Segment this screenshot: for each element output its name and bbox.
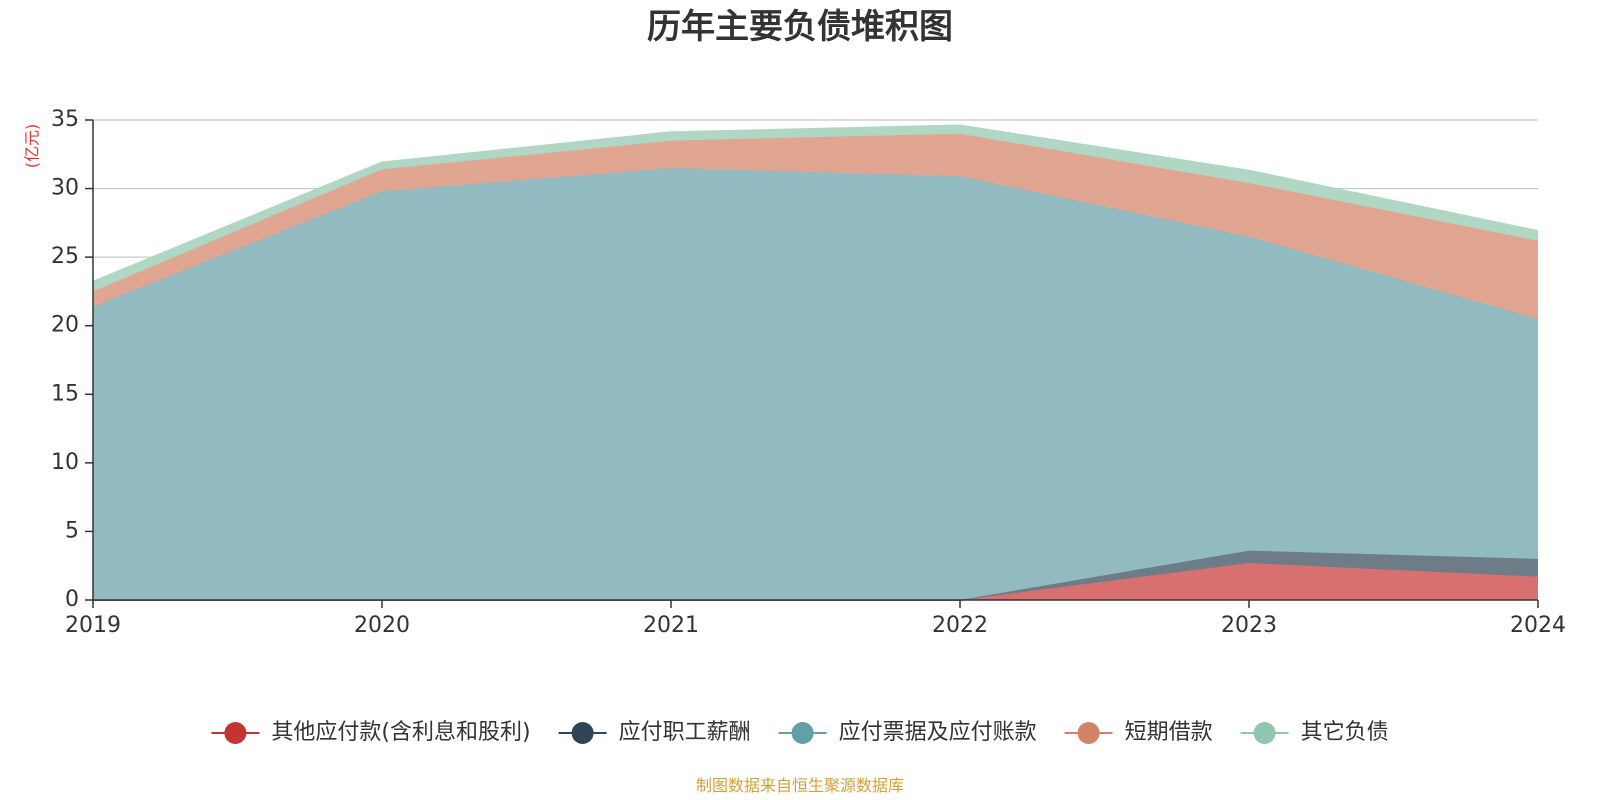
legend-item-0[interactable]: 其他应付款(含利息和股利) xyxy=(211,720,531,745)
x-tick-label-3: 2022 xyxy=(932,613,988,638)
data-source-note: 制图数据来自恒生聚源数据库 xyxy=(696,776,904,795)
legend-marker-icon-4 xyxy=(1253,722,1276,744)
area-series-2 xyxy=(93,168,1538,600)
y-tick-label-0: 0 xyxy=(65,587,79,612)
legend-marker-icon-2 xyxy=(791,722,814,744)
legend-item-4[interactable]: 其它负债 xyxy=(1240,720,1389,745)
area-series-line-2 xyxy=(92,166,1539,320)
y-tick-label-2: 10 xyxy=(51,450,79,475)
legend-item-1[interactable]: 应付职工薪酬 xyxy=(558,720,751,745)
legend-label-3: 短期借款 xyxy=(1125,720,1213,745)
y-tick-label-4: 20 xyxy=(51,313,79,338)
legend-marker-icon-0 xyxy=(224,722,247,744)
chart-title: 历年主要负债堆积图 xyxy=(647,7,953,47)
x-tick-label-1: 2020 xyxy=(354,613,410,638)
y-axis-unit-label: (亿元) xyxy=(23,124,42,169)
x-tick-label-5: 2024 xyxy=(1510,613,1566,638)
area-series-4 xyxy=(93,125,1538,292)
area-series-3 xyxy=(93,133,1538,319)
legend: 其他应付款(含利息和股利) 应付职工薪酬 应付票据及应付账款 短期借款 其它负债 xyxy=(211,720,1389,745)
y-tick-label-5: 25 xyxy=(51,244,79,269)
area-series-line-4 xyxy=(92,124,1539,283)
x-tick-label-0: 2019 xyxy=(65,613,121,638)
x-tick-label-4: 2023 xyxy=(1221,613,1277,638)
y-tick-label-6: 30 xyxy=(51,176,79,201)
y-tick-label-7: 35 xyxy=(51,107,79,132)
y-tick-label-3: 15 xyxy=(51,381,79,406)
legend-label-1: 应付职工薪酬 xyxy=(619,720,751,745)
x-tick-label-2: 2021 xyxy=(643,613,699,638)
legend-marker-icon-3 xyxy=(1077,722,1100,744)
y-tick-label-1: 5 xyxy=(65,518,79,543)
legend-item-2[interactable]: 应付票据及应付账款 xyxy=(778,720,1037,745)
legend-label-0: 其他应付款(含利息和股利) xyxy=(271,720,530,745)
legend-label-4: 其它负债 xyxy=(1301,720,1389,745)
axes: 0 5 10 15 20 25 30 35 2019 2020 2021 2022 2023 2024 xyxy=(51,107,1566,638)
legend-label-2: 应付票据及应付账款 xyxy=(839,720,1037,745)
area-series-layer xyxy=(92,124,1539,601)
legend-marker-icon-1 xyxy=(571,722,594,744)
legend-item-3[interactable]: 短期借款 xyxy=(1064,720,1213,745)
